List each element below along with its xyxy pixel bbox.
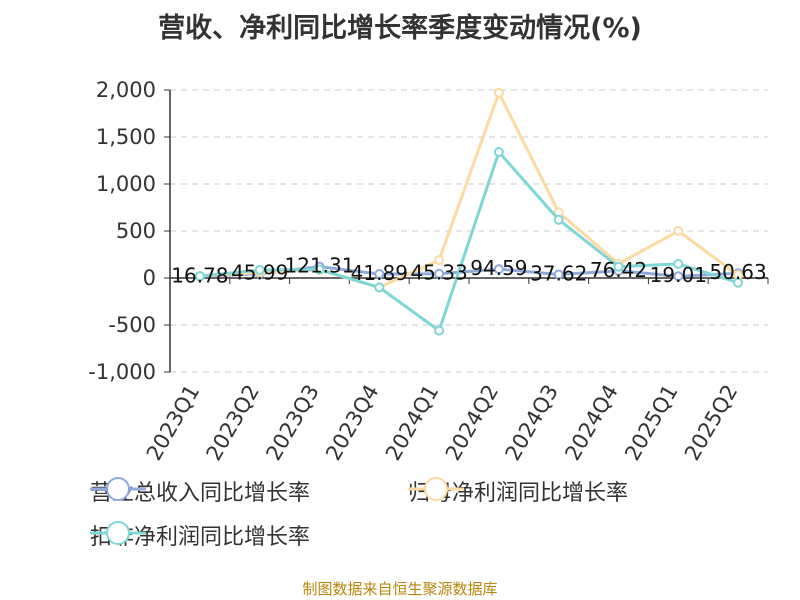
x-category-label: 2024Q3 (501, 381, 563, 465)
chart-title: 营收、净利同比增长率季度变动情况(%) (158, 13, 642, 44)
data-label: 76.42 (590, 258, 647, 282)
data-point (733, 277, 744, 288)
data-label: 45.33 (410, 261, 467, 285)
legend-item-deducted-profit[interactable]: 扣非净利润同比增长率 (90, 519, 310, 551)
data-label: 37.62 (530, 261, 587, 285)
data-point (434, 325, 445, 336)
legend-item-revenue[interactable]: 营业总收入同比增长率 (90, 475, 310, 507)
y-tick-label: -500 (108, 313, 156, 337)
x-category-label: 2024Q2 (441, 381, 503, 465)
data-point (434, 268, 445, 279)
x-category-label: 2024Q1 (381, 380, 443, 464)
data-point (374, 282, 385, 293)
x-category-label: 2023Q4 (321, 381, 383, 465)
y-tick-label: 1,000 (96, 172, 156, 196)
data-point (493, 87, 504, 98)
data-label: 121.31 (285, 254, 355, 278)
data-point (493, 264, 504, 275)
data-point (673, 226, 684, 236)
data-label: 50.63 (709, 260, 766, 284)
data-label: 45.99 (231, 261, 288, 285)
series-line (199, 150, 739, 333)
data-point (314, 264, 325, 275)
series-lines (194, 87, 744, 336)
grid-lines (170, 89, 768, 373)
data-point (374, 269, 385, 280)
x-category-label: 2025Q2 (680, 381, 742, 465)
y-tick-label: -1,000 (88, 360, 156, 384)
data-point (493, 147, 504, 158)
data-label: 19.01 (650, 263, 707, 287)
y-tick-label: 500 (116, 219, 156, 243)
data-point (254, 265, 265, 276)
data-point (553, 214, 564, 225)
x-category-label: 2025Q1 (620, 381, 682, 465)
y-tick-label: 1,500 (96, 125, 156, 149)
series-line (199, 91, 739, 289)
data-label: 41.89 (351, 261, 408, 285)
legend-deducted-profit-icon (90, 521, 146, 545)
legend-net-profit-icon (408, 477, 464, 501)
x-category-label: 2023Q1 (142, 381, 204, 465)
data-point (613, 261, 624, 272)
x-category-label: 2024Q4 (560, 381, 622, 465)
data-point (194, 271, 205, 282)
data-label: 16.78 (171, 263, 228, 287)
y-tick-label: 0 (143, 266, 156, 290)
x-category-label: 2023Q3 (261, 381, 323, 465)
x-category-label: 2023Q2 (202, 381, 264, 465)
data-point (673, 271, 684, 282)
data-point (673, 258, 684, 269)
legend-item-net-profit[interactable]: 归母净利润同比增长率 (408, 475, 628, 507)
data-point (434, 255, 445, 266)
data-point (553, 269, 564, 280)
legend-revenue-icon (90, 477, 146, 501)
y-tick-label: 2,000 (96, 78, 156, 102)
source-footer: 制图数据来自恒生聚源数据库 (302, 580, 498, 598)
data-label: 94.59 (470, 256, 527, 280)
